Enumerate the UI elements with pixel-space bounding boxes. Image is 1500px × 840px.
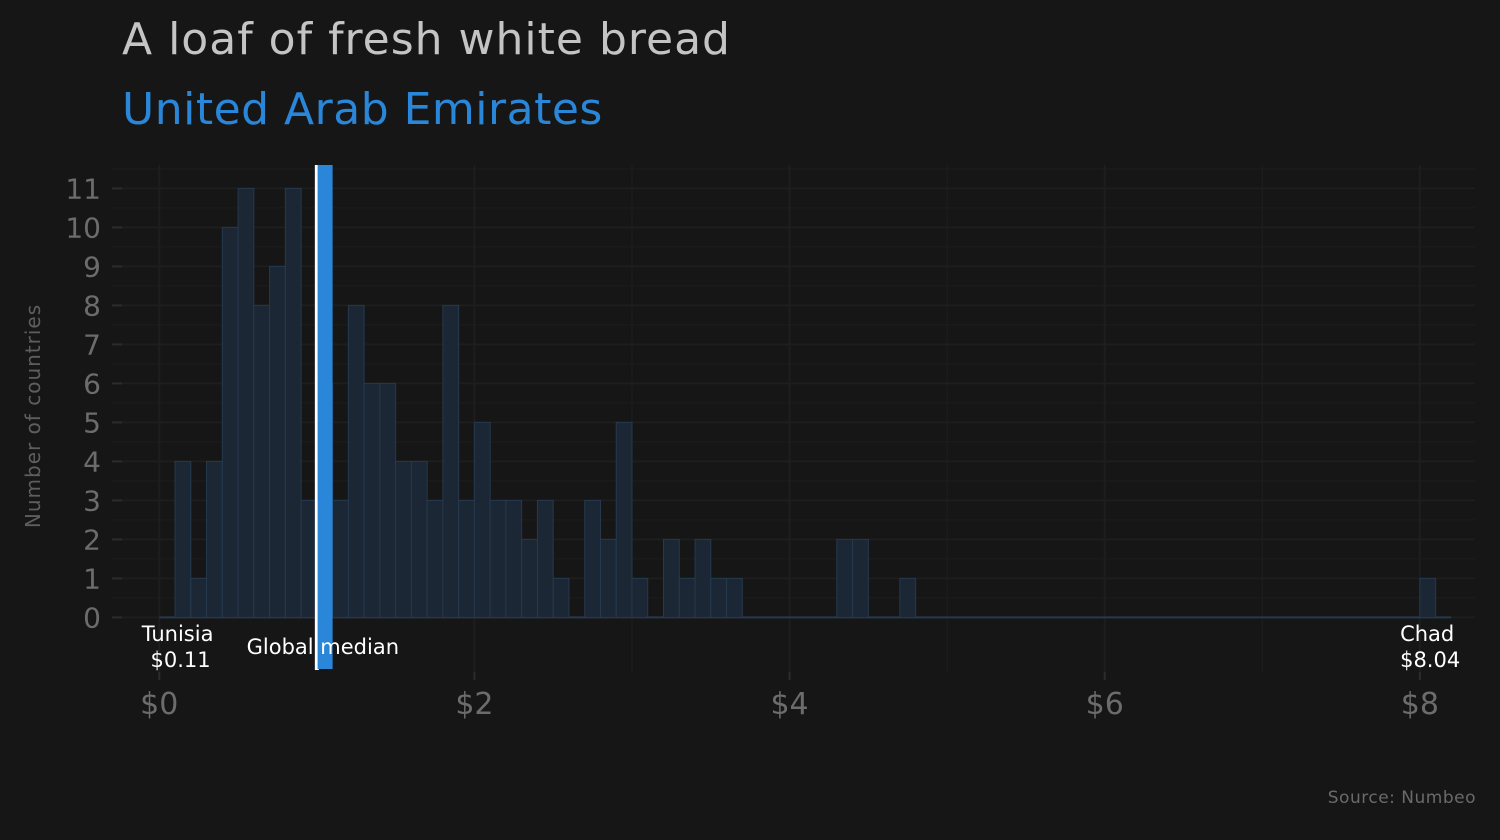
y-tick-label: 11 bbox=[65, 172, 101, 205]
histogram-bar bbox=[899, 577, 917, 618]
y-tick-label: 1 bbox=[83, 562, 101, 595]
histogram-bar bbox=[536, 499, 554, 618]
histogram-bar bbox=[631, 577, 649, 618]
x-tick-label: $0 bbox=[140, 687, 178, 722]
bars bbox=[159, 187, 1452, 619]
annotations: Global median Tunisia$0.11 Chad$8.04 bbox=[141, 622, 1460, 672]
annotation-value: $0.11 bbox=[151, 648, 211, 672]
histogram-bar bbox=[678, 577, 696, 618]
median-line bbox=[314, 165, 319, 670]
y-axis-label: Number of countries bbox=[21, 304, 45, 528]
annotation-country: Chad bbox=[1400, 622, 1454, 646]
histogram-bar bbox=[410, 460, 428, 618]
histogram-bar bbox=[426, 499, 444, 618]
highlight-marker bbox=[317, 165, 333, 669]
histogram-bar bbox=[174, 460, 192, 618]
markers bbox=[314, 165, 333, 670]
histogram-bar bbox=[710, 577, 728, 618]
histogram-bar bbox=[347, 304, 365, 618]
x-tick-label: $6 bbox=[1086, 687, 1124, 722]
y-tick-label: 6 bbox=[83, 367, 101, 400]
histogram-bar bbox=[584, 499, 601, 618]
y-axis: 0 1 2 3 4 5 6 7 8 9 10 11 bbox=[65, 172, 122, 634]
histogram-bar bbox=[190, 577, 208, 618]
histogram-bar bbox=[836, 538, 854, 618]
annotation-value: $8.04 bbox=[1400, 648, 1460, 672]
x-tick-label: $8 bbox=[1401, 687, 1439, 722]
histogram-bar bbox=[663, 538, 680, 618]
histogram-bar bbox=[269, 265, 286, 618]
x-tick-label: $2 bbox=[455, 687, 493, 722]
x-tick-label: $4 bbox=[770, 687, 808, 722]
histogram-bar bbox=[615, 421, 633, 618]
histogram-bar bbox=[505, 499, 523, 618]
histogram-bar bbox=[473, 421, 491, 618]
histogram-bar bbox=[284, 187, 302, 618]
y-tick-label: 5 bbox=[83, 406, 101, 439]
histogram-bar bbox=[552, 577, 570, 618]
histogram-bar bbox=[253, 304, 271, 618]
median-label: Global median bbox=[247, 635, 399, 659]
histogram-bar bbox=[300, 499, 318, 618]
histogram-bar bbox=[852, 538, 869, 618]
histogram-bar bbox=[1419, 577, 1437, 618]
histogram-bar bbox=[521, 538, 538, 618]
y-tick-label: 9 bbox=[83, 250, 101, 283]
y-tick-label: 3 bbox=[83, 484, 101, 517]
histogram-bar bbox=[379, 382, 397, 618]
histogram-bar bbox=[726, 577, 743, 618]
histogram-bar bbox=[395, 460, 412, 618]
histogram-bar bbox=[221, 226, 239, 618]
source-note: Source: Numbeo bbox=[1327, 788, 1476, 808]
chart-title: A loaf of fresh white bread bbox=[122, 14, 731, 65]
chart-subtitle: United Arab Emirates bbox=[122, 84, 603, 135]
histogram-bar bbox=[332, 499, 349, 618]
y-tick-label: 8 bbox=[83, 289, 101, 322]
histogram-bar bbox=[237, 187, 255, 618]
histogram-bar bbox=[458, 499, 475, 618]
y-tick-label: 10 bbox=[65, 211, 101, 244]
y-tick-label: 4 bbox=[83, 445, 101, 478]
x-axis: $0 $2 $4 $6 $8 bbox=[140, 672, 1439, 722]
annotation-country: Tunisia bbox=[141, 622, 214, 646]
y-tick-label: 7 bbox=[83, 328, 101, 361]
histogram-bar bbox=[442, 304, 460, 618]
histogram-bar bbox=[206, 460, 223, 618]
y-tick-label: 0 bbox=[83, 601, 101, 634]
histogram-bar bbox=[363, 382, 381, 618]
histogram-bar bbox=[694, 538, 712, 618]
y-tick-label: 2 bbox=[83, 523, 101, 556]
histogram-bar bbox=[599, 538, 617, 618]
histogram-bar bbox=[489, 499, 507, 618]
